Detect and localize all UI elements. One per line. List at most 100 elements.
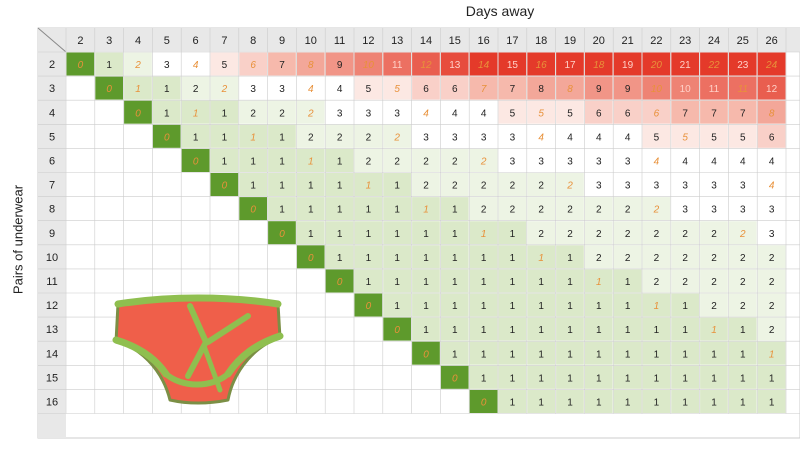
heatmap-cell <box>526 123 557 149</box>
heatmap-cell <box>295 364 326 390</box>
cell-value: 5 <box>366 84 372 95</box>
heatmap-cell <box>612 172 643 198</box>
cell-value: 9 <box>596 84 602 95</box>
cell-value: 5 <box>682 132 688 143</box>
heatmap-cell <box>324 340 355 366</box>
x-tick-label: 25 <box>737 35 749 47</box>
y-tick-label: 2 <box>49 59 55 71</box>
cell-value: 2 <box>538 181 544 192</box>
y-tick-label: 4 <box>49 107 55 119</box>
cell-value: 2 <box>682 229 688 240</box>
heatmap-cell <box>353 364 384 390</box>
cell-value: 0 <box>394 325 400 336</box>
cell-value: 1 <box>337 229 343 240</box>
cell-value: 4 <box>423 108 429 119</box>
cell-value: 1 <box>567 277 573 288</box>
cell-value: 2 <box>769 301 775 312</box>
cell-value: 1 <box>740 325 746 336</box>
cell-value: 2 <box>423 156 429 167</box>
heatmap-cell <box>382 364 413 390</box>
cell-value: 2 <box>625 253 631 264</box>
cell-value: 1 <box>337 156 343 167</box>
heatmap-cell <box>267 340 297 366</box>
cell-value: 3 <box>164 60 170 71</box>
heatmap-cell <box>65 340 96 366</box>
cell-value: 4 <box>769 156 775 167</box>
cell-value: 2 <box>337 132 343 143</box>
heatmap-cell <box>439 388 470 414</box>
heatmap-cell <box>209 99 240 125</box>
cell-value: 2 <box>654 253 660 264</box>
heatmap-cell <box>94 147 125 173</box>
cell-value: 3 <box>423 132 429 143</box>
heatmap-cell <box>94 123 125 149</box>
heatmap-cell <box>324 220 355 246</box>
cell-value: 2 <box>393 132 400 143</box>
heatmap-cell <box>65 364 96 390</box>
cell-value: 7 <box>711 108 717 119</box>
cell-value: 0 <box>106 84 112 95</box>
cell-value: 1 <box>481 349 487 360</box>
heatmap-cell <box>151 147 182 173</box>
x-tick-label: 14 <box>420 35 432 47</box>
cell-value: 6 <box>654 108 660 119</box>
cell-value: 2 <box>366 156 372 167</box>
cell-value: 1 <box>250 181 256 192</box>
cell-value: 1 <box>538 277 544 288</box>
heatmap-cell <box>123 196 153 222</box>
y-tick-label: 7 <box>49 180 55 192</box>
cell-value: 1 <box>222 108 228 119</box>
heatmap-cell <box>353 340 384 366</box>
cell-value: 1 <box>394 277 400 288</box>
heatmap-cell <box>267 220 297 246</box>
cell-value: 5 <box>711 132 717 143</box>
cell-value: 1 <box>308 205 314 216</box>
cell-value: 1 <box>625 349 631 360</box>
heatmap-cell <box>699 316 729 342</box>
cell-value: 3 <box>337 108 343 119</box>
heatmap-cell <box>65 268 96 294</box>
cell-value: 8 <box>567 84 573 95</box>
heatmap-cell <box>209 196 240 222</box>
cell-value: 15 <box>507 60 519 71</box>
cell-value: 2 <box>193 84 199 95</box>
cell-value: 3 <box>769 229 775 240</box>
cell-value: 2 <box>510 205 516 216</box>
cell-value: 1 <box>106 60 112 71</box>
cell-value: 1 <box>567 397 573 408</box>
cell-value: 1 <box>510 349 516 360</box>
cell-value: 1 <box>222 132 228 143</box>
cell-value: 0 <box>250 205 256 216</box>
cell-value: 1 <box>481 277 487 288</box>
cell-value: 1 <box>654 349 660 360</box>
cell-value: 4 <box>481 108 487 119</box>
cell-value: 2 <box>739 229 746 240</box>
cell-value: 1 <box>538 253 544 264</box>
cell-value: 0 <box>279 229 285 240</box>
heatmap-cell <box>151 123 182 149</box>
cell-value: 4 <box>452 108 458 119</box>
cell-value: 1 <box>250 132 256 143</box>
cell-value: 0 <box>222 181 228 192</box>
heatmap-cell <box>382 340 413 366</box>
underwear-icon <box>112 294 284 405</box>
heatmap-cell <box>439 316 470 342</box>
cell-value: 1 <box>193 132 199 143</box>
cell-value: 0 <box>78 60 84 71</box>
x-tick-label: 6 <box>193 35 199 47</box>
x-tick-label: 16 <box>477 35 489 47</box>
cell-value: 0 <box>366 301 372 312</box>
cell-value: 10 <box>363 60 375 71</box>
heatmap-cell <box>555 99 585 125</box>
cell-value: 6 <box>769 132 775 143</box>
cell-value: 7 <box>682 108 688 119</box>
heatmap-cell <box>641 244 672 270</box>
cell-value: 14 <box>478 60 490 71</box>
heatmap-cell <box>267 268 297 294</box>
cell-value: 1 <box>250 156 256 167</box>
cell-value: 1 <box>481 253 487 264</box>
cell-value: 1 <box>279 156 285 167</box>
heatmap-cell <box>65 172 96 198</box>
heatmap-cell <box>295 292 326 318</box>
heatmap-cell <box>497 364 528 390</box>
